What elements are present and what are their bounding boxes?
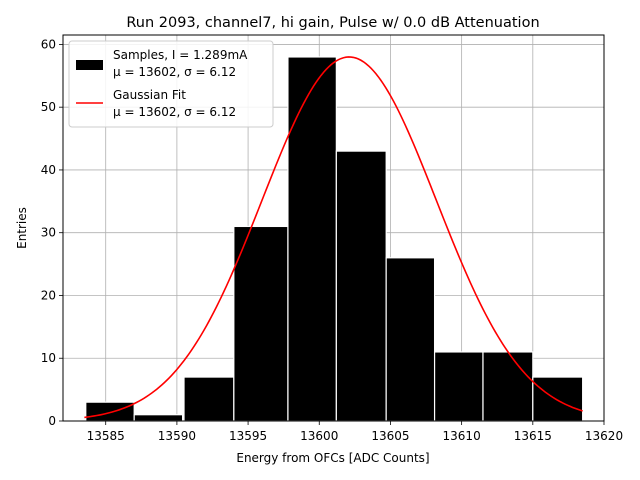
histogram-bar [287, 56, 337, 422]
x-tick-label: 13605 [371, 429, 409, 443]
x-tick-label: 13620 [585, 429, 623, 443]
legend-histogram-swatch [76, 60, 103, 70]
x-axis-label: Energy from OFCs [ADC Counts] [236, 451, 429, 465]
y-tick-label: 20 [41, 288, 56, 302]
x-axis-ticks: 13585 13590 13595 13600 13605 13610 13615 13620 [87, 421, 623, 443]
histogram-bar [183, 376, 235, 422]
y-tick-label: 10 [41, 351, 56, 365]
y-axis-ticks: 0 10 20 30 40 50 60 [41, 37, 63, 428]
plot-frame [62, 34, 605, 422]
histogram-bar [85, 401, 135, 422]
gaussian-fit-line [84, 56, 583, 419]
x-tick-label: 13610 [443, 429, 481, 443]
histogram-bar [233, 225, 289, 422]
y-tick-label: 60 [41, 37, 56, 51]
legend-fit-stats: μ = 13602, σ = 6.12 [113, 105, 236, 119]
chart-title: Run 2093, channel7, hi gain, Pulse w/ 0.… [126, 15, 539, 31]
y-tick-label: 0 [48, 414, 56, 428]
y-axis-label: Entries [15, 207, 29, 249]
histogram-bar [532, 376, 584, 422]
legend-histogram-label: Samples, I = 1.289mA [113, 48, 248, 62]
y-tick-label: 40 [41, 163, 56, 177]
x-tick-label: 13585 [87, 429, 125, 443]
x-tick-label: 13590 [158, 429, 196, 443]
histogram-bar [482, 351, 534, 422]
legend-box [68, 40, 274, 128]
x-tick-label: 13595 [229, 429, 267, 443]
legend-fit-label: Gaussian Fit [113, 88, 186, 102]
y-tick-label: 50 [41, 100, 56, 114]
histogram-bars [85, 56, 584, 422]
histogram-bar [385, 257, 436, 422]
legend-histogram-stats: μ = 13602, σ = 6.12 [113, 65, 236, 79]
histogram-bar [335, 150, 387, 422]
x-tick-label: 13600 [300, 429, 338, 443]
x-tick-label: 13615 [514, 429, 552, 443]
histogram-bar [433, 351, 484, 422]
y-tick-label: 30 [41, 226, 56, 240]
legend: Samples, I = 1.289mA μ = 13602, σ = 6.12… [68, 40, 274, 128]
histogram-bar [133, 414, 184, 422]
